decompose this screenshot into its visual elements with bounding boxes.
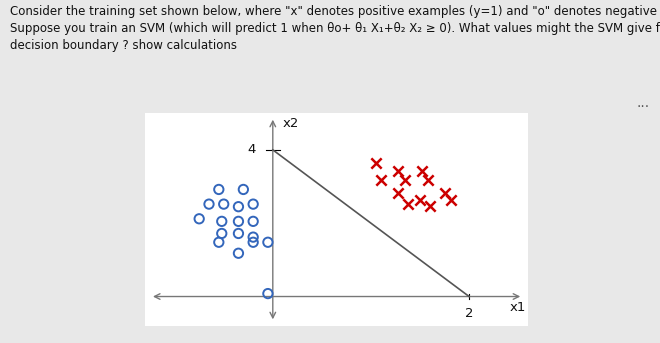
Point <box>233 250 244 256</box>
Point <box>214 239 224 245</box>
Text: decision boundary ? show calculations: decision boundary ? show calculations <box>10 39 237 52</box>
Text: 4: 4 <box>248 143 256 156</box>
Point <box>248 239 259 245</box>
Point <box>446 198 457 203</box>
Point <box>248 218 259 224</box>
Text: x2: x2 <box>282 117 299 130</box>
Point <box>216 218 227 224</box>
Point <box>393 168 404 174</box>
Point <box>263 239 273 245</box>
Point <box>440 190 450 196</box>
Text: x1: x1 <box>510 301 526 314</box>
Point <box>233 231 244 236</box>
Point <box>424 203 435 208</box>
Point <box>414 198 425 203</box>
Text: ...: ... <box>637 96 650 110</box>
Point <box>214 187 224 192</box>
Point <box>248 201 259 207</box>
Point <box>248 234 259 240</box>
Point <box>233 204 244 210</box>
Point <box>403 201 414 207</box>
Text: 2: 2 <box>465 307 473 320</box>
Point <box>416 168 427 174</box>
Point <box>233 218 244 224</box>
Point <box>216 231 227 236</box>
Point <box>422 177 433 183</box>
Point <box>370 160 381 165</box>
Point <box>238 187 249 192</box>
Point <box>204 201 214 207</box>
Text: Suppose you train an SVM (which will predict 1 when θo+ θ₁ X₁+θ₂ X₂ ≥ 0). What v: Suppose you train an SVM (which will pre… <box>10 22 660 35</box>
Point <box>376 177 386 183</box>
Text: Consider the training set shown below, where "x" denotes positive examples (y=1): Consider the training set shown below, w… <box>10 5 660 18</box>
Point <box>400 177 411 183</box>
Point <box>393 190 404 196</box>
Point <box>218 201 229 207</box>
Point <box>194 216 205 222</box>
Point <box>263 291 273 296</box>
